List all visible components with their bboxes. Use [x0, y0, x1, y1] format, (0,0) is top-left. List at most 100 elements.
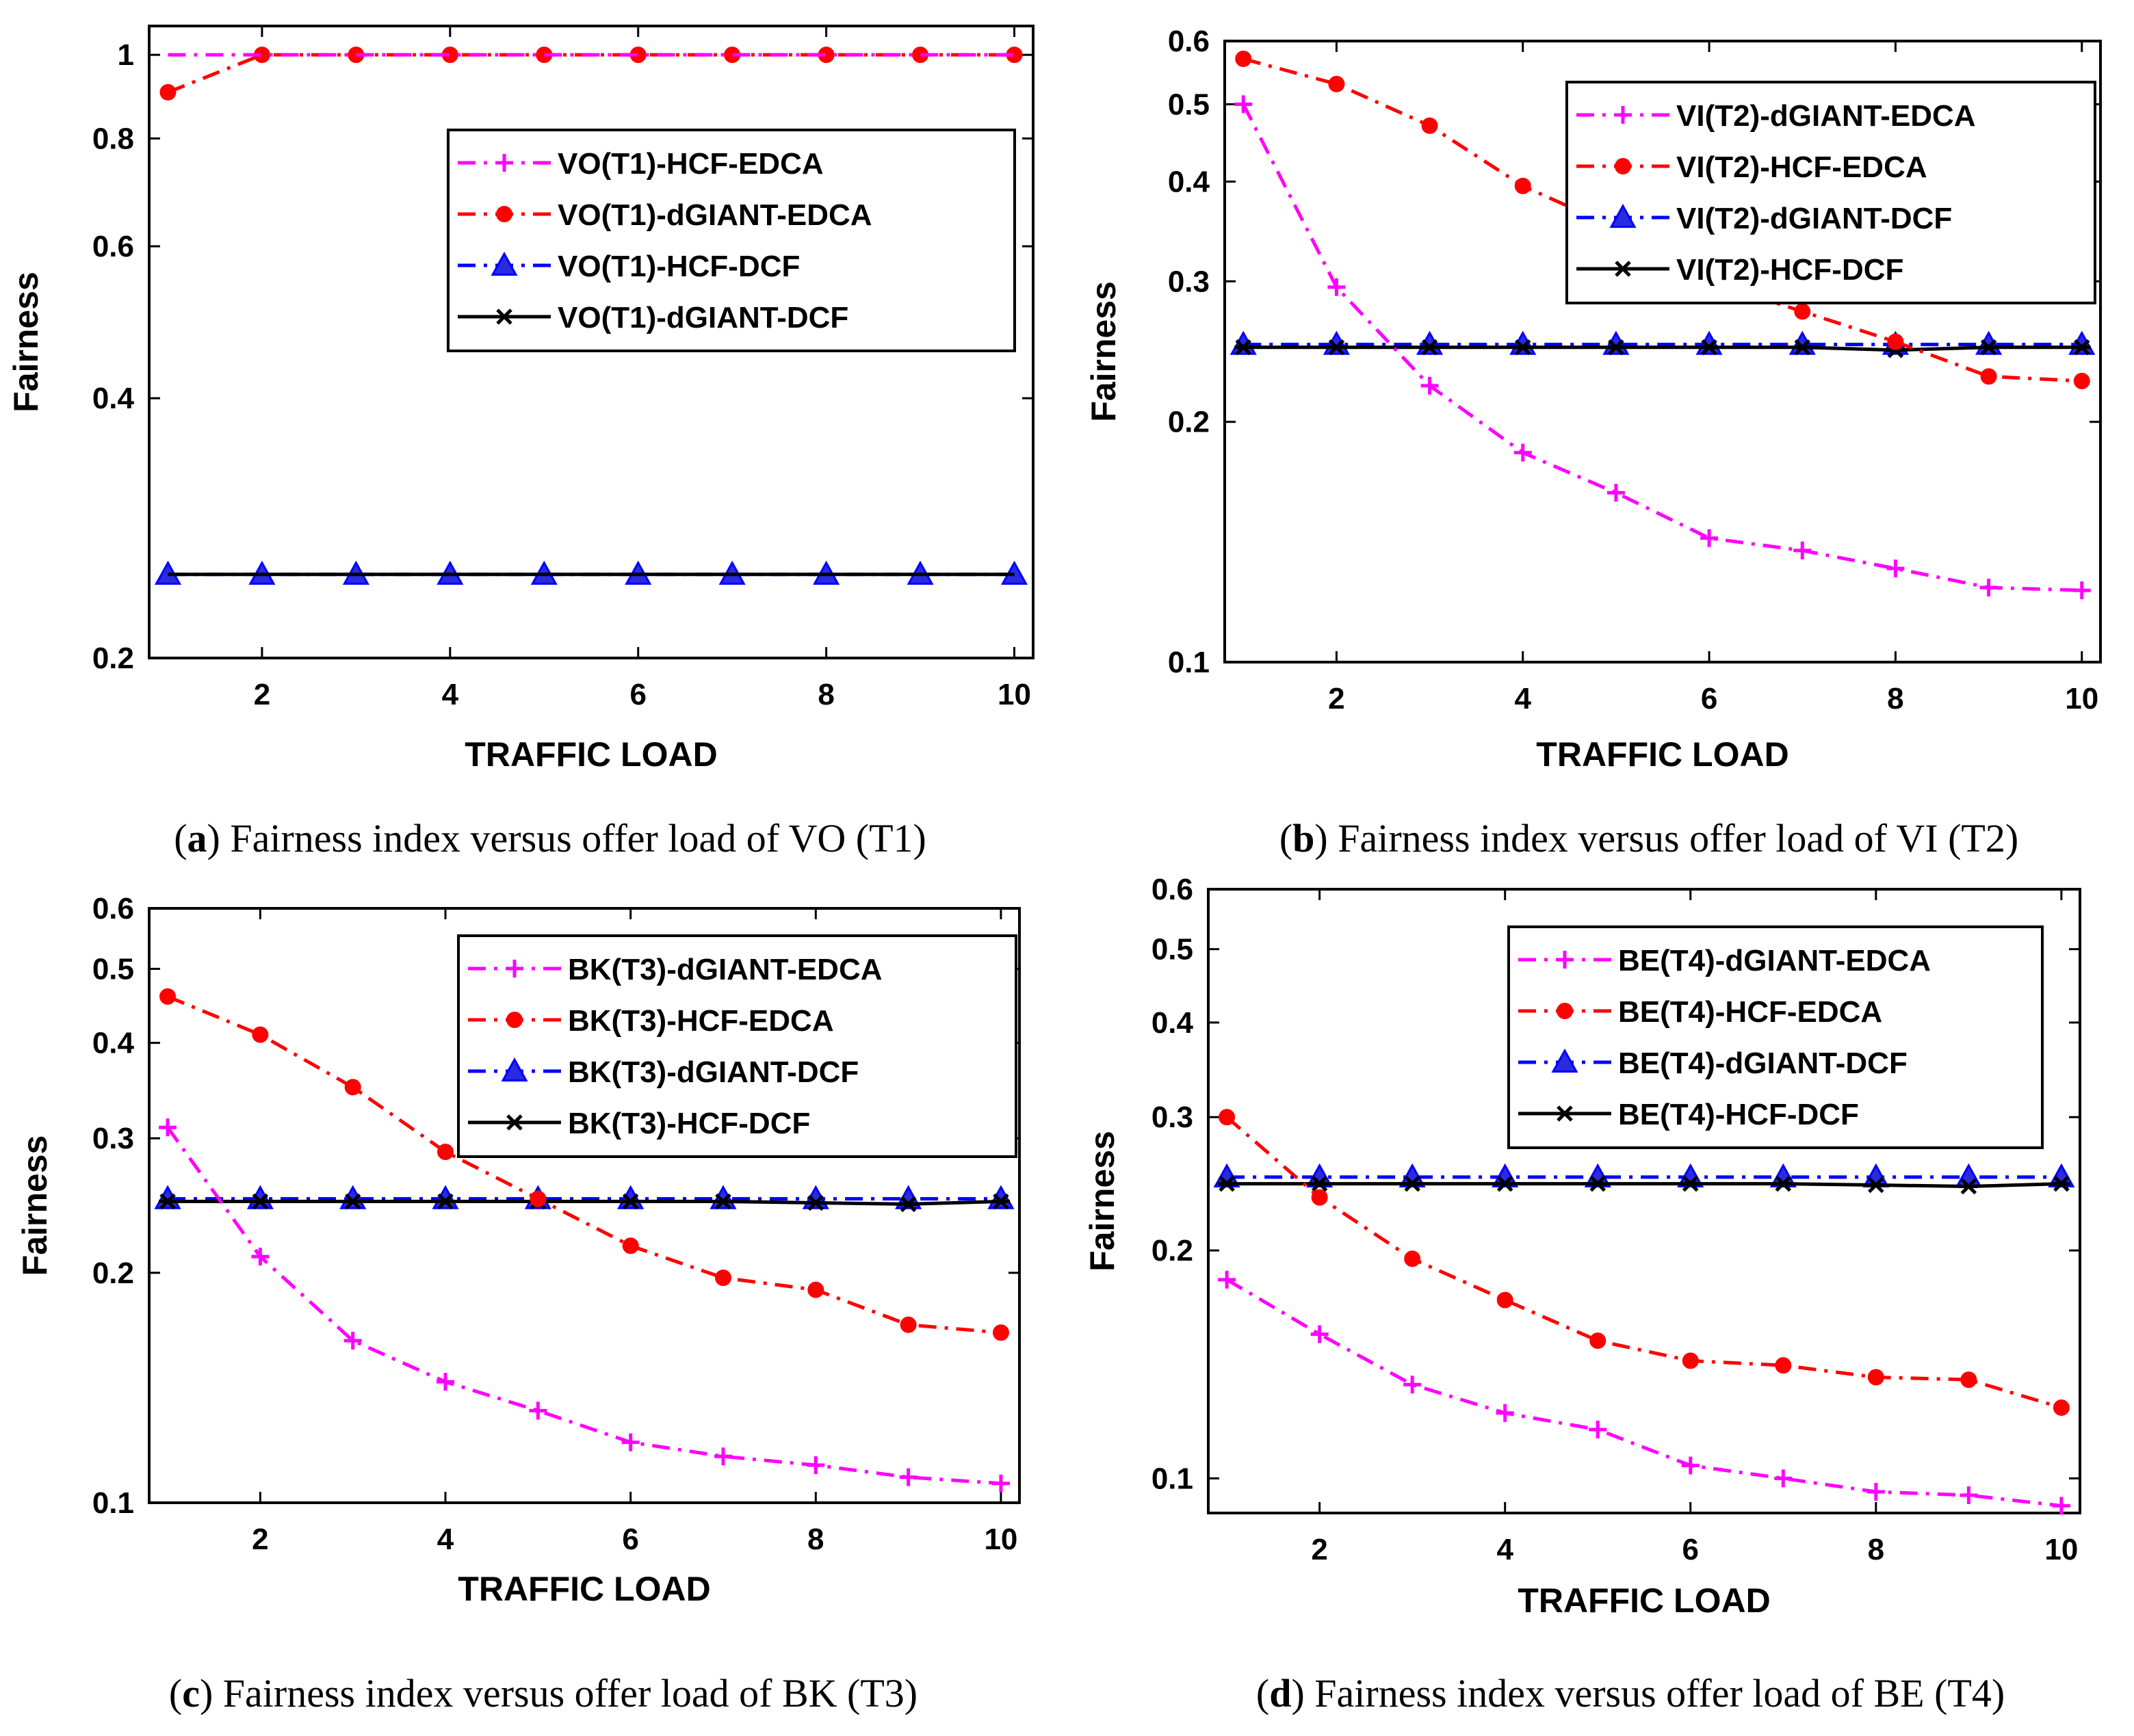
plus-marker	[343, 1332, 362, 1350]
y-tick-label: 0.6	[92, 230, 134, 263]
x-tick-label: 4	[437, 1523, 454, 1556]
legend: VI(T2)-dGIANT-EDCA VI(T2)-HCF-EDCA VI(T2)-…	[1565, 81, 2096, 304]
x-axis-label: TRAFFIC LOAD	[458, 1570, 710, 1608]
plus-marker	[437, 1373, 455, 1391]
circle-marker	[1589, 1332, 1606, 1350]
x-tick-label: 2	[254, 678, 270, 711]
triangle-marker	[491, 251, 518, 276]
series-BE(T4)-HCF-DCF	[1218, 1175, 2070, 1195]
plus-marker	[1606, 484, 1625, 502]
plot-area	[1223, 40, 2102, 663]
x-axis-label: TRAFFIC LOAD	[1536, 735, 1788, 774]
caption-letter: a	[187, 816, 207, 860]
legend-label: VI(T2)-dGIANT-DCF	[1676, 202, 1952, 235]
star-marker	[1496, 1175, 1514, 1192]
star-marker	[1556, 1105, 1574, 1122]
y-tick-label: 1	[118, 38, 134, 72]
circle-marker	[1219, 1109, 1236, 1126]
star-marker	[1614, 261, 1632, 277]
x-axis-label: TRAFFIC LOAD	[1518, 1581, 1770, 1620]
series-line	[1225, 1116, 2062, 1410]
star-marker	[343, 1193, 362, 1210]
y-tick-label: 0.1	[1168, 646, 1210, 679]
caption-text: Fairness index versus offer load of BK (…	[223, 1671, 918, 1715]
y-tick-label: 0.2	[92, 1257, 134, 1290]
circle-marker	[714, 1270, 731, 1287]
series-line	[1225, 1278, 2062, 1508]
plus-marker	[159, 1118, 177, 1137]
series-BE(T4)-dGIANT-EDCA	[1218, 1270, 2070, 1515]
star-marker	[1403, 1175, 1422, 1192]
legend: BE(T4)-dGIANT-EDCA BE(T4)-HCF-EDCA BE(T4)-…	[1507, 925, 2044, 1149]
legend-entry: BE(T4)-HCF-EDCA	[1518, 995, 1882, 1029]
star-marker	[437, 1193, 455, 1210]
star-marker	[1234, 339, 1253, 356]
legend-label: VI(T2)-dGIANT-EDCA	[1676, 99, 1976, 133]
legend-label: VO(T1)-dGIANT-DCF	[558, 301, 848, 334]
caption-letter: d	[1269, 1671, 1291, 1715]
panel-caption: (c) Fairness index versus offer load of …	[169, 1671, 918, 1715]
legend-box	[1565, 81, 2096, 304]
legend-entry: VI(T2)-dGIANT-EDCA	[1576, 99, 1976, 133]
plus-marker	[991, 1474, 1010, 1492]
plus-marker	[1774, 1469, 1793, 1488]
star-marker	[2052, 1175, 2070, 1192]
x-tick-label: 10	[2044, 1533, 2078, 1566]
x-tick-label: 8	[818, 678, 834, 711]
plus-marker	[1218, 1270, 1236, 1289]
legend-label: VO(T1)-HCF-DCF	[558, 250, 800, 283]
circle-marker	[1980, 368, 1997, 385]
x-tick-label: 6	[1682, 1533, 1699, 1566]
circle-marker	[159, 83, 177, 101]
series-line	[1243, 345, 2082, 352]
x-tick-label: 10	[984, 1523, 1017, 1556]
legend-label: BK(T3)-HCF-DCF	[568, 1107, 810, 1140]
series-line	[168, 1199, 1002, 1206]
y-axis-label: Fairness	[16, 1135, 54, 1276]
x-tick-label: 4	[442, 678, 459, 711]
y-tick-label: 0.1	[92, 1486, 134, 1520]
circle-marker	[1775, 1357, 1792, 1374]
legend: VO(T1)-HCF-EDCA VO(T1)-dGIANT-EDCA VO(T1)-…	[447, 129, 1016, 352]
series-BE(T4)-HCF-EDCA	[1219, 1109, 2070, 1416]
circle-marker	[900, 1316, 917, 1333]
legend-box	[1507, 925, 2044, 1149]
plus-marker	[807, 1456, 825, 1475]
y-tick-label: 0.6	[1168, 25, 1210, 58]
x-tick-label: 10	[2065, 682, 2098, 715]
plus-marker	[1420, 376, 1439, 395]
plus-marker	[495, 154, 513, 172]
star-marker	[1513, 339, 1532, 356]
circle-marker	[437, 1143, 454, 1160]
y-tick-label: 0.6	[92, 892, 134, 925]
plus-marker	[1979, 578, 1998, 596]
legend-label: BE(T4)-HCF-EDCA	[1618, 995, 1882, 1029]
legend-label: VI(T2)-HCF-DCF	[1676, 253, 1903, 287]
star-marker	[807, 1194, 825, 1211]
y-tick-label: 0.1	[1151, 1462, 1193, 1495]
legend-label: BK(T3)-dGIANT-DCF	[568, 1055, 859, 1089]
y-axis-label: Fairness	[1084, 281, 1123, 422]
plus-marker	[2052, 1497, 2070, 1515]
legend-entry: BE(T4)-dGIANT-EDCA	[1518, 944, 1931, 977]
series-line	[1227, 1182, 2061, 1189]
y-tick-label: 0.6	[1151, 873, 1193, 906]
panel-d: 0.1 0.2 0.3 0.4 0.5 0.6 2 4 6 8 10 TRAFFIC LOAD Fair…	[1083, 873, 2081, 1715]
panel-caption: (a) Fairness index versus offer load of …	[174, 816, 926, 860]
series-line	[166, 1126, 1002, 1486]
caption-text: Fairness index versus offer load of VO (…	[230, 816, 926, 860]
plus-marker	[1496, 1404, 1514, 1422]
legend-label: VO(T1)-dGIANT-EDCA	[558, 198, 872, 232]
star-marker	[714, 1193, 732, 1210]
y-axis-label: Fairness	[7, 272, 45, 412]
series-line	[1242, 103, 2082, 592]
triangle-marker	[710, 1185, 737, 1209]
plot-area	[1207, 888, 2081, 1514]
x-tick-label: 2	[252, 1523, 268, 1556]
y-tick-label: 0.5	[1151, 933, 1193, 966]
series-line	[167, 53, 1015, 94]
star-marker	[1420, 339, 1439, 356]
star-marker	[1960, 1178, 1978, 1195]
circle-marker	[344, 1079, 361, 1096]
plus-marker	[1886, 560, 1905, 578]
